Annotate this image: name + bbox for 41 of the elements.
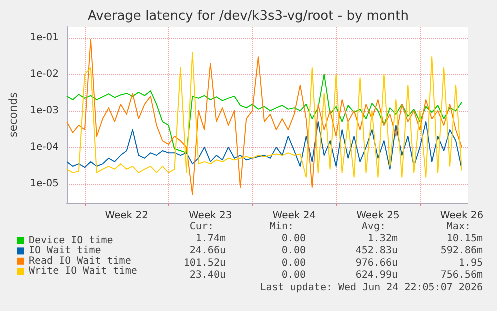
chart-title: Average latency for /dev/k3s3-vg/root - by month xyxy=(88,9,409,24)
text: 23.40u xyxy=(190,270,226,282)
text: 0.00 xyxy=(282,246,306,257)
text: 24.66u xyxy=(190,246,226,257)
line-series xyxy=(66,121,463,170)
text: 10.15m xyxy=(446,234,483,244)
y-tick-label: 1e-02 xyxy=(30,68,59,80)
y-tick-label: 1e-05 xyxy=(30,178,59,190)
legend-label: Device IO time xyxy=(29,236,114,246)
x-tick-label: Week 23 xyxy=(188,210,232,222)
text: Last update: Wed Jun 24 22:05:07 2026 xyxy=(260,282,483,294)
text: 756.56m xyxy=(440,270,483,282)
text: 452.83u xyxy=(356,246,398,257)
legend-label: IO Wait time xyxy=(29,246,102,257)
text: 0.00 xyxy=(282,270,306,282)
text: 624.99u xyxy=(356,270,398,282)
legend-label: Write IO Wait time xyxy=(29,266,138,278)
text: Cur: xyxy=(190,221,214,232)
y-tick-label: 1e-03 xyxy=(30,105,59,116)
text: 976.66u xyxy=(356,258,398,269)
line-series xyxy=(66,39,463,196)
text: 1.74m xyxy=(196,234,226,244)
x-tick-label: Week 24 xyxy=(272,210,316,222)
x-tick-label: Week 26 xyxy=(440,210,484,222)
text: 592.86m xyxy=(440,246,483,257)
line-series xyxy=(66,74,463,154)
y-axis-title: seconds xyxy=(7,92,20,138)
text: 0.00 xyxy=(282,234,306,244)
x-tick-label: Week 22 xyxy=(105,210,149,222)
y-tick-label: 1e-04 xyxy=(30,142,59,153)
line-series xyxy=(66,52,463,178)
legend-label: Read IO Wait time xyxy=(29,256,132,267)
text: 0.00 xyxy=(282,258,306,269)
text: Min: xyxy=(270,221,294,232)
text: 1.32m xyxy=(368,234,398,244)
text: 1.95 xyxy=(458,258,483,269)
text: 101.52u xyxy=(184,258,226,269)
text: Avg: xyxy=(362,221,386,232)
y-tick-label: 1e-01 xyxy=(30,32,59,44)
text: Max: xyxy=(446,221,471,232)
x-tick-label: Week 25 xyxy=(356,210,400,222)
